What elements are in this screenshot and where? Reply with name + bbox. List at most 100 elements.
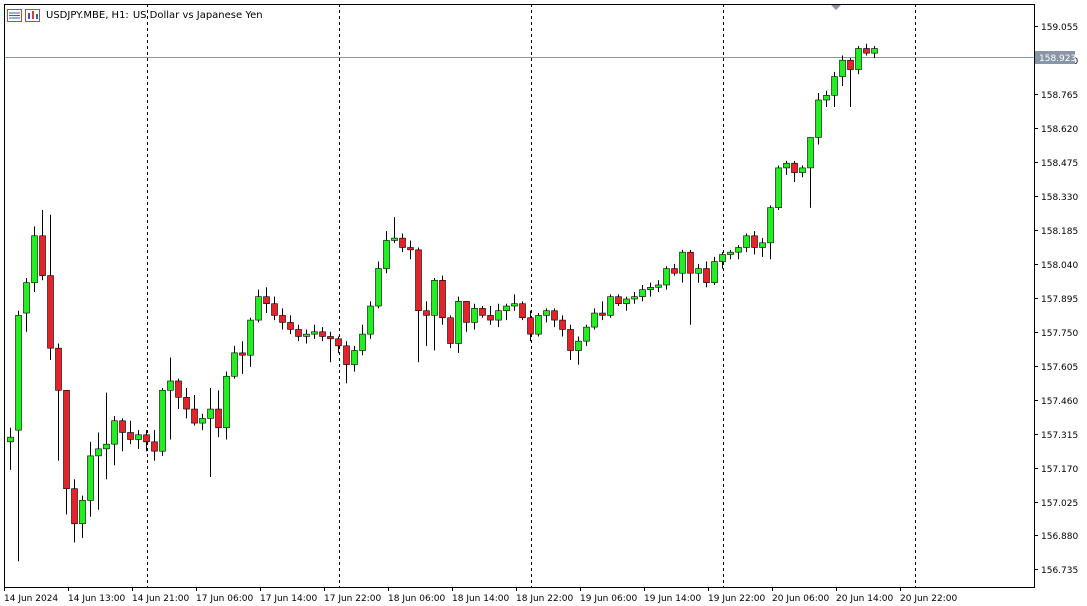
candle[interactable] [663, 266, 670, 290]
candle[interactable] [567, 324, 574, 360]
candle[interactable] [759, 238, 766, 257]
candle[interactable] [631, 291, 638, 304]
candle[interactable] [231, 345, 238, 379]
candle[interactable] [831, 71, 838, 108]
candle[interactable] [615, 294, 622, 307]
list-icon[interactable] [7, 8, 22, 22]
shift-marker-icon[interactable] [831, 5, 841, 10]
candle[interactable] [447, 315, 454, 349]
candle[interactable] [183, 387, 190, 419]
candle[interactable] [295, 324, 302, 342]
candle[interactable] [479, 306, 486, 318]
candle[interactable] [711, 256, 718, 285]
candle[interactable] [719, 252, 726, 269]
candle[interactable] [239, 341, 246, 374]
candle[interactable] [471, 303, 478, 330]
candle[interactable] [383, 231, 390, 274]
candle[interactable] [287, 315, 294, 335]
candle[interactable] [543, 308, 550, 323]
candle[interactable] [551, 308, 558, 328]
candle[interactable] [423, 301, 430, 346]
candle[interactable] [191, 395, 198, 426]
candle[interactable] [519, 301, 526, 321]
candle[interactable] [527, 310, 534, 342]
candle[interactable] [591, 308, 598, 330]
candle[interactable] [799, 165, 806, 178]
candle[interactable] [47, 214, 54, 360]
candle[interactable] [175, 378, 182, 410]
candle[interactable] [807, 137, 814, 208]
candle[interactable] [167, 357, 174, 440]
candle[interactable] [751, 231, 758, 255]
candle[interactable] [303, 329, 310, 344]
candle[interactable] [7, 427, 14, 470]
candle[interactable] [95, 432, 102, 510]
candle[interactable] [511, 294, 518, 311]
candle[interactable] [679, 249, 686, 283]
candle[interactable] [775, 165, 782, 211]
candle[interactable] [695, 263, 702, 283]
candle[interactable] [23, 277, 30, 332]
candle[interactable] [607, 294, 614, 318]
candle[interactable] [247, 317, 254, 367]
candle[interactable] [871, 46, 878, 58]
candle[interactable] [127, 420, 134, 445]
candle[interactable] [71, 479, 78, 543]
candle[interactable] [207, 387, 214, 477]
candle[interactable] [639, 284, 646, 302]
candle[interactable] [815, 92, 822, 145]
candle[interactable] [583, 324, 590, 346]
candle[interactable] [575, 336, 582, 365]
candle[interactable] [15, 310, 22, 562]
candle[interactable] [431, 277, 438, 351]
candle[interactable] [463, 301, 470, 332]
candle[interactable] [343, 341, 350, 384]
candle[interactable] [31, 226, 38, 292]
candle[interactable] [655, 280, 662, 292]
candle[interactable] [311, 324, 318, 339]
candle[interactable] [359, 324, 366, 356]
candle[interactable] [391, 217, 398, 243]
candle[interactable] [79, 495, 86, 538]
candle[interactable] [119, 418, 126, 452]
candle[interactable] [215, 390, 222, 438]
candle[interactable] [623, 296, 630, 311]
candle[interactable] [135, 430, 142, 449]
candle[interactable] [63, 390, 70, 515]
candle[interactable] [143, 430, 150, 452]
candle[interactable] [103, 392, 110, 480]
candle[interactable] [647, 282, 654, 297]
candle[interactable] [743, 233, 750, 253]
candle[interactable] [791, 160, 798, 182]
candle[interactable] [783, 160, 790, 175]
candle[interactable] [399, 233, 406, 253]
candle[interactable] [487, 306, 494, 325]
candle[interactable] [727, 249, 734, 260]
candle[interactable] [823, 90, 830, 108]
candle[interactable] [55, 343, 62, 461]
candle[interactable] [415, 247, 422, 363]
candle[interactable] [855, 46, 862, 75]
candle[interactable] [327, 331, 334, 363]
candle[interactable] [495, 303, 502, 328]
candle[interactable] [87, 441, 94, 517]
candle[interactable] [279, 308, 286, 330]
candle[interactable] [455, 296, 462, 353]
candle[interactable] [687, 249, 694, 325]
candle[interactable] [407, 240, 414, 260]
candle[interactable] [503, 303, 510, 321]
candle[interactable] [847, 57, 854, 108]
candle[interactable] [151, 430, 158, 461]
candle[interactable] [335, 336, 342, 353]
candle[interactable] [159, 387, 166, 456]
chart-icon[interactable] [25, 8, 40, 22]
candle[interactable] [599, 301, 606, 321]
candle[interactable] [703, 261, 710, 288]
candle[interactable] [535, 313, 542, 337]
candle[interactable] [255, 289, 262, 323]
candle[interactable] [263, 287, 270, 314]
candle[interactable] [375, 261, 382, 309]
candle[interactable] [199, 413, 206, 431]
candle[interactable] [39, 210, 46, 281]
